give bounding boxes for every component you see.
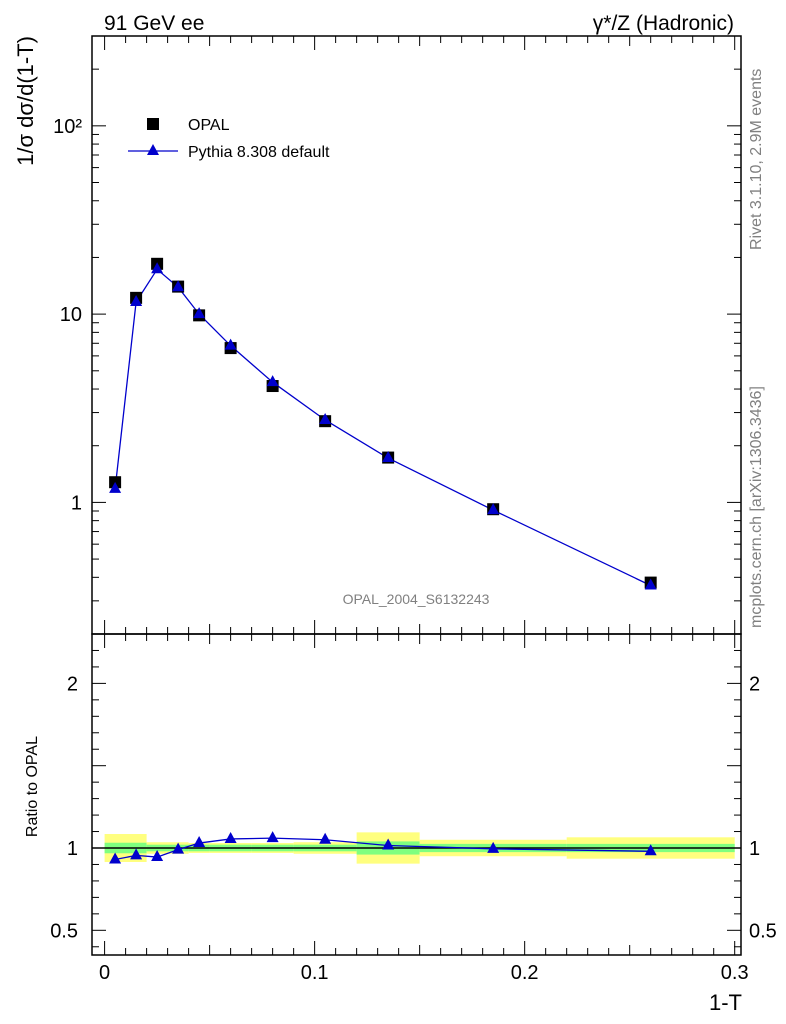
ratio-plot-marks [109, 831, 657, 864]
pythia-data-point [193, 307, 206, 319]
main-plot-marks [109, 257, 657, 590]
ratio-y-tick-label-left: 0.5 [50, 920, 78, 942]
ratio-pythia-point [644, 844, 657, 856]
main-y-tick-label: 10 [60, 304, 82, 326]
axis-ticks [92, 35, 741, 955]
ratio-y-tick-label-left: 2 [67, 673, 78, 695]
ratio-y-axis-title: Ratio to OPAL [24, 736, 41, 837]
pythia-data-point [382, 451, 395, 463]
header-right-label: γ*/Z (Hadronic) [593, 12, 734, 35]
x-axis-title: 1-T [709, 990, 742, 1015]
ratio-y-tick-label-right: 0.5 [749, 920, 777, 942]
header-left-label: 91 GeV ee [104, 12, 204, 35]
ratio-pythia-point [130, 848, 143, 860]
main-y-tick-label: 1 [71, 492, 82, 514]
ratio-pythia-point [151, 850, 164, 862]
pythia-data-point [487, 503, 500, 515]
main-y-tick-label: 10² [53, 116, 82, 138]
x-tick-label: 0.3 [721, 962, 749, 984]
x-tick-label: 0.2 [511, 962, 539, 984]
legend-opal-marker [147, 118, 159, 130]
pythia-data-point [130, 294, 143, 306]
ratio-y-tick-label-left: 1 [67, 838, 78, 860]
legend-pythia-label: Pythia 8.308 default [188, 144, 330, 161]
pythia-data-point [151, 262, 164, 274]
rivet-label: Rivet 3.1.10, 2.9M events [748, 69, 765, 250]
x-tick-label: 0.1 [301, 962, 329, 984]
legend-opal-label: OPAL [188, 117, 230, 134]
legend: OPAL Pythia 8.308 default [128, 117, 330, 161]
ratio-pythia-point [487, 841, 500, 853]
ratio-pythia-point [193, 836, 206, 848]
x-tick-label: 0 [99, 962, 110, 984]
pythia-data-point [172, 280, 185, 292]
ratio-pythia-point [224, 831, 237, 843]
ratio-y-tick-label-right: 1 [749, 838, 760, 860]
analysis-id-label: OPAL_2004_S6132243 [343, 591, 490, 607]
ratio-pythia-point [382, 838, 395, 850]
legend-pythia-marker [147, 144, 159, 155]
ratio-frame [91, 633, 742, 956]
ratio-pythia-point [319, 832, 332, 844]
main-y-axis-title: 1/σ dσ/d(1-T) [13, 36, 38, 166]
pythia-data-point [644, 578, 657, 590]
ratio-y-tick-label-right: 2 [749, 673, 760, 695]
mcplots-label: mcplots.cern.ch [arXiv:1306.3436] [748, 386, 765, 628]
ratio-pythia-point [266, 831, 279, 843]
pythia-data-point [319, 412, 332, 424]
ratio-pythia-point [172, 842, 185, 854]
pythia-data-point [266, 375, 279, 387]
pythia-data-point [224, 338, 237, 350]
pythia-data-point [109, 481, 122, 493]
ratio-pythia-point [109, 852, 122, 864]
axis-tick-labels: 1 10 10² 0.5 0.5 1 1 2 2 0 0.1 0.2 0.3 [50, 116, 777, 984]
plot-frames [91, 35, 742, 956]
